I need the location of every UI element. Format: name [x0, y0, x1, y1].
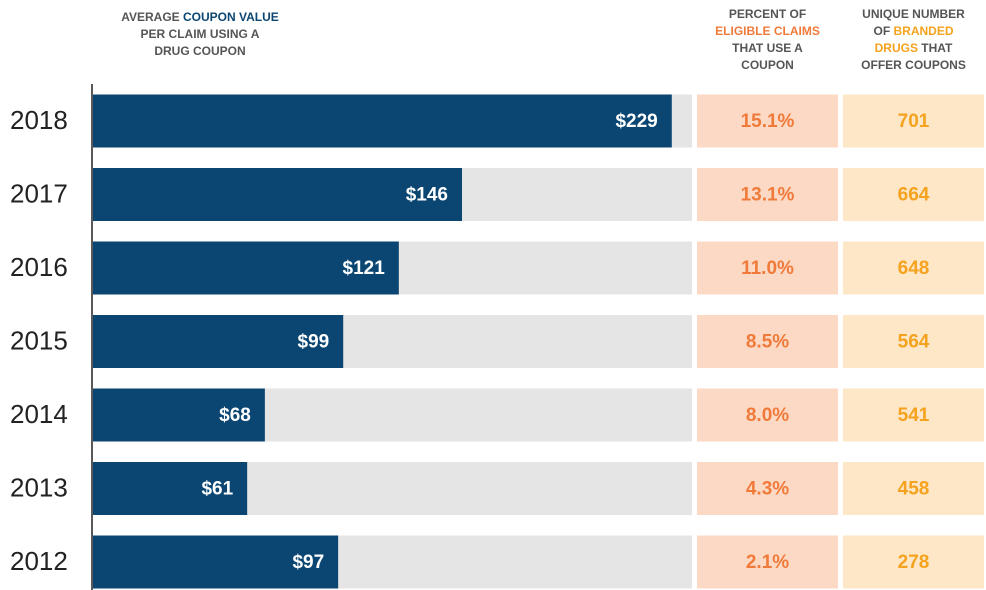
cell-value: 564	[898, 332, 930, 353]
header-line: UNIQUE NUMBER	[862, 7, 965, 21]
header-line: DRUG COUPON	[154, 44, 245, 58]
header-highlight: BRANDED	[894, 24, 954, 38]
cell-value: 541	[898, 405, 930, 426]
cell-value: 4.3%	[746, 479, 789, 500]
cell-background	[843, 241, 984, 295]
y-tick-label: 2018	[10, 105, 68, 135]
y-tick-label: 2014	[10, 399, 68, 429]
cell-background	[697, 168, 838, 221]
cell-value: 458	[898, 479, 930, 500]
cell-value: 8.5%	[746, 332, 789, 353]
bar-label: $68	[219, 405, 251, 426]
bar	[93, 315, 344, 368]
y-tick-label: 2016	[10, 252, 68, 282]
header-text: AVERAGE	[121, 10, 183, 24]
cell-value: 13.1%	[741, 185, 795, 206]
header-text: PERCENT OF	[729, 7, 806, 21]
cell-background	[843, 462, 984, 515]
y-tick-label: 2012	[10, 546, 68, 576]
header-highlight: DRUGS	[875, 41, 918, 55]
header-text: THAT	[918, 41, 953, 55]
cell-background	[697, 315, 838, 368]
bar	[93, 388, 265, 442]
header-text: COUPON	[741, 58, 794, 72]
cell-background	[697, 388, 838, 442]
cell-value: 278	[898, 552, 930, 573]
header-line: OF BRANDED	[874, 24, 954, 38]
header-highlight: COUPON VALUE	[183, 10, 279, 24]
cell-background	[843, 315, 984, 368]
header-line: DRUGS THAT	[875, 41, 953, 55]
cell-value: 2.1%	[746, 552, 789, 573]
header-line: COUPON	[741, 58, 794, 72]
bar-label: $121	[343, 258, 386, 279]
cell-value: 15.1%	[741, 111, 795, 132]
cell-background	[697, 535, 838, 589]
cell-background	[843, 168, 984, 221]
bar-label: $61	[201, 479, 233, 500]
bar-label: $99	[298, 332, 330, 353]
header-line: THAT USE A	[732, 41, 803, 55]
y-tick-label: 2015	[10, 325, 68, 355]
cell-background	[697, 462, 838, 515]
y-tick-label: 2013	[10, 472, 68, 502]
header-highlight: ELIGIBLE CLAIMS	[715, 24, 820, 38]
cell-background	[697, 241, 838, 295]
bar	[93, 168, 463, 221]
y-tick-label: 2017	[10, 178, 68, 208]
header-line: PERCENT OF	[729, 7, 806, 21]
bar-label: $229	[615, 111, 657, 132]
cell-value: 8.0%	[746, 405, 789, 426]
bar-label: $146	[406, 185, 448, 206]
header-line: PER CLAIM USING A	[141, 27, 260, 41]
header-line: OFFER COUPONS	[861, 58, 966, 72]
cell-value: 11.0%	[741, 258, 794, 279]
bar-label: $97	[292, 552, 324, 573]
cell-background	[843, 535, 984, 589]
header-line: AVERAGE COUPON VALUE	[121, 10, 279, 24]
header-text: OFFER COUPONS	[861, 58, 966, 72]
bar	[93, 462, 248, 515]
header-text: UNIQUE NUMBER	[862, 7, 965, 21]
bar	[93, 241, 399, 295]
cell-background	[843, 388, 984, 442]
header-text: OF	[874, 24, 894, 38]
header-text: PER CLAIM USING A	[141, 27, 260, 41]
header-line: ELIGIBLE CLAIMS	[715, 24, 820, 38]
cell-value: 648	[898, 258, 930, 279]
cell-value: 664	[898, 185, 930, 206]
cell-background	[697, 94, 838, 148]
cell-background	[843, 94, 984, 148]
header-text: THAT USE A	[732, 41, 803, 55]
header-text: DRUG COUPON	[154, 44, 245, 58]
bar	[93, 535, 339, 589]
cell-value: 701	[898, 111, 930, 132]
bar	[93, 94, 672, 148]
